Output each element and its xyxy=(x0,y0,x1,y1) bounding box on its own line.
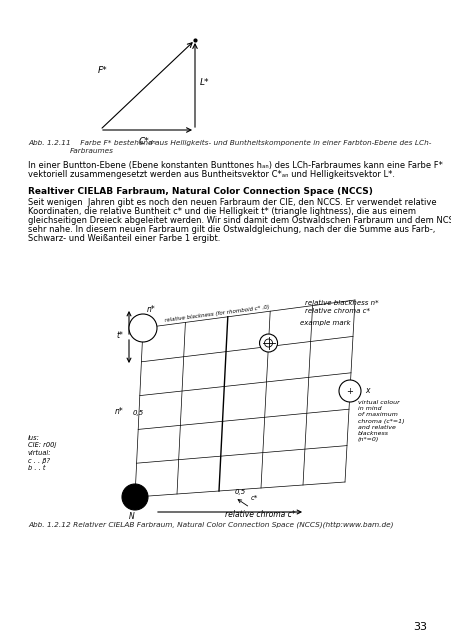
Text: n*: n* xyxy=(147,305,156,314)
Text: +: + xyxy=(346,387,353,396)
Text: 0,5: 0,5 xyxy=(133,410,144,415)
Text: 33: 33 xyxy=(412,622,426,632)
Text: 0,5: 0,5 xyxy=(234,490,245,495)
Text: gleichseitigen Dreieck abgeleitet werden. Wir sind damit dem Ostwaldschen Farbra: gleichseitigen Dreieck abgeleitet werden… xyxy=(28,216,451,225)
Text: t*: t* xyxy=(117,331,124,340)
Text: L*: L* xyxy=(199,78,209,87)
Text: relative chroma c*: relative chroma c* xyxy=(225,510,295,519)
Text: Abb. 1.2.11    Farbe F* bestehend aus Helligkeits- und Buntheitskomponente in ei: Abb. 1.2.11 Farbe F* bestehend aus Helli… xyxy=(28,140,430,146)
Text: virtual colour
in mind
of maximum
chroma (c*=1)
and relative
blackness
(n*=0): virtual colour in mind of maximum chroma… xyxy=(357,400,404,442)
Text: relative blackness (for rhomboid c* .0): relative blackness (for rhomboid c* .0) xyxy=(164,305,269,323)
Text: N: N xyxy=(129,512,134,521)
Text: example mark: example mark xyxy=(299,320,350,326)
Text: relative blackness n*: relative blackness n* xyxy=(304,300,378,306)
Circle shape xyxy=(129,314,156,342)
Circle shape xyxy=(122,484,147,510)
Text: Realtiver CIELAB Farbraum, Natural Color Connection Space (NCCS): Realtiver CIELAB Farbraum, Natural Color… xyxy=(28,187,372,196)
Text: Schwarz- und Weißanteil einer Farbe 1 ergibt.: Schwarz- und Weißanteil einer Farbe 1 er… xyxy=(28,234,220,243)
Text: n*: n* xyxy=(115,408,124,417)
Text: x: x xyxy=(364,386,368,395)
Text: relative chroma c*: relative chroma c* xyxy=(304,308,369,314)
Circle shape xyxy=(259,334,277,352)
Text: C*ₐₙ: C*ₐₙ xyxy=(139,137,156,146)
Text: F*: F* xyxy=(98,66,107,75)
Text: Abb. 1.2.12 Relativer CIELAB Farbraum, Natural Color Connection Space (NCCS)(htt: Abb. 1.2.12 Relativer CIELAB Farbraum, N… xyxy=(28,522,393,529)
Circle shape xyxy=(338,380,360,402)
Text: In einer Buntton-Ebene (Ebene konstanten Bunttones hₐₙ) des LCh-Farbraumes kann : In einer Buntton-Ebene (Ebene konstanten… xyxy=(28,161,442,170)
Text: vektoriell zusammengesetzt werden aus Buntheitsvektor C*ₐₙ und Helligkeitsvektor: vektoriell zusammengesetzt werden aus Bu… xyxy=(28,170,394,179)
Text: Farbraumes: Farbraumes xyxy=(70,148,114,154)
Text: lus:
CIE: r00j
virtual:
c . . β?
b . . t: lus: CIE: r00j virtual: c . . β? b . . t xyxy=(28,435,56,471)
Text: c*: c* xyxy=(250,495,257,502)
Text: Seit wenigen  Jahren gibt es noch den neuen Farbraum der CIE, den NCCS. Er verwe: Seit wenigen Jahren gibt es noch den neu… xyxy=(28,198,436,207)
Text: sehr nahe. In diesem neuen Farbraum gilt die Ostwaldgleichung, nach der die Summ: sehr nahe. In diesem neuen Farbraum gilt… xyxy=(28,225,434,234)
Text: Koordinaten, die relative Buntheit c* und die Helligkeit t* (triangle lightness): Koordinaten, die relative Buntheit c* un… xyxy=(28,207,415,216)
